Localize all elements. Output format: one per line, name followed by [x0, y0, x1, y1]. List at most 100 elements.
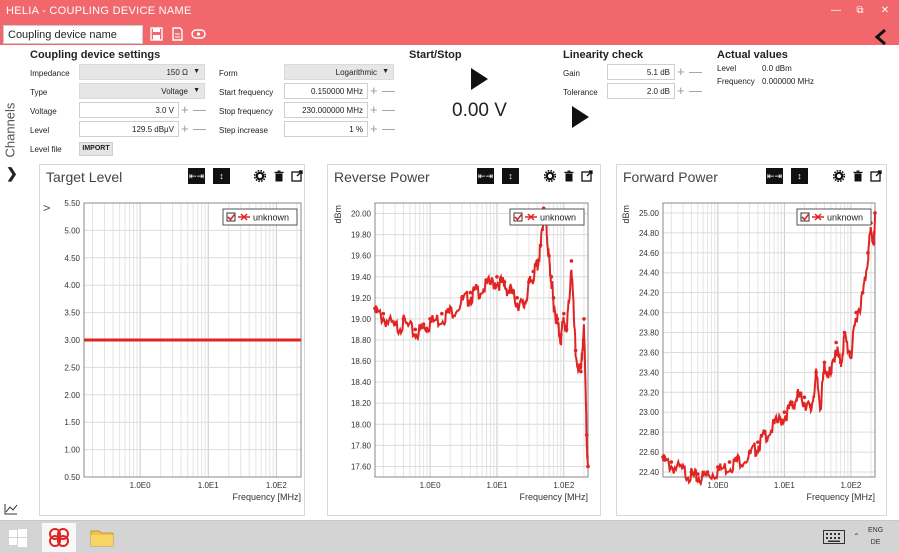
y-tick-label: 0.50: [64, 473, 80, 482]
touch-keyboard-icon[interactable]: [823, 530, 845, 544]
decrement-icon[interactable]: —: [193, 121, 206, 136]
chart-icon[interactable]: [4, 503, 18, 515]
form-select[interactable]: Logarithmic ▼: [284, 64, 394, 80]
gain-field[interactable]: 5.1 dB: [607, 64, 675, 80]
decrement-icon[interactable]: —: [689, 64, 702, 79]
data-point: [484, 280, 489, 284]
data-point: [586, 464, 590, 469]
data-point: [502, 280, 507, 284]
actual-level-label: Level: [717, 64, 737, 73]
export-icon[interactable]: [581, 170, 593, 182]
y-axis-title: V: [42, 205, 52, 211]
y-tick-label: 4.50: [64, 254, 80, 263]
start-stop-title: Start/Stop: [409, 49, 462, 61]
decrement-icon[interactable]: —: [382, 102, 395, 117]
windows-start-icon[interactable]: [8, 528, 28, 548]
data-point: [549, 274, 554, 279]
step-increase-field[interactable]: 1 %: [284, 121, 368, 137]
y-tick-label: 23.00: [639, 408, 660, 417]
linearity-play-button[interactable]: [572, 106, 589, 128]
fit-horizontal-icon[interactable]: ⇤⇥: [766, 168, 783, 184]
level-label: Level: [30, 126, 50, 135]
collapse-panel-icon[interactable]: [872, 28, 890, 46]
increment-icon[interactable]: +: [677, 83, 685, 98]
document-icon[interactable]: [171, 27, 184, 41]
start-stop-play-button[interactable]: [471, 68, 488, 90]
type-select[interactable]: Voltage ▼: [79, 83, 205, 99]
fit-horizontal-icon[interactable]: ⇤⇥: [477, 168, 494, 184]
data-point: [562, 311, 566, 316]
fit-vertical-icon[interactable]: ↕: [791, 168, 808, 184]
impedance-label: Impedance: [30, 69, 70, 78]
data-point: [531, 269, 536, 274]
data-point: [468, 290, 473, 295]
data-point: [695, 472, 700, 476]
save-icon[interactable]: [150, 27, 163, 41]
export-icon[interactable]: [291, 170, 303, 182]
data-point: [381, 311, 386, 316]
settings-gear-icon[interactable]: [254, 170, 266, 182]
voltage-label: Voltage: [30, 107, 57, 116]
language-indicator[interactable]: ENG DE: [868, 525, 883, 549]
chevron-up-icon[interactable]: ⌃: [853, 532, 860, 541]
decrement-icon[interactable]: —: [689, 83, 702, 98]
decrement-icon[interactable]: —: [193, 102, 206, 117]
increment-icon[interactable]: +: [181, 102, 189, 117]
legend-marker-icon: [814, 213, 822, 221]
close-icon[interactable]: ✕: [880, 5, 890, 16]
fit-horizontal-icon[interactable]: ⇤⇥: [188, 168, 205, 184]
level-field[interactable]: 129.5 dBµV: [79, 121, 179, 137]
taskbar: ⌃ ENG DE: [0, 520, 899, 553]
device-name-field[interactable]: Coupling device name: [3, 25, 143, 44]
export-icon[interactable]: [870, 170, 882, 182]
increment-icon[interactable]: +: [370, 83, 378, 98]
form-value: Logarithmic: [335, 68, 377, 77]
form-label: Form: [219, 69, 238, 78]
restore-icon[interactable]: ⧉: [856, 5, 864, 16]
tag-icon[interactable]: [191, 27, 206, 41]
y-tick-label: 19.00: [351, 315, 372, 324]
data-point: [747, 450, 752, 454]
fit-vertical-icon[interactable]: ↕: [213, 168, 230, 184]
data-point: [866, 251, 870, 255]
type-label: Type: [30, 88, 48, 97]
impedance-select[interactable]: 150 Ω ▼: [79, 64, 205, 80]
y-tick-label: 20.00: [351, 210, 372, 219]
data-point: [669, 460, 674, 464]
tolerance-field[interactable]: 2.0 dB: [607, 83, 675, 99]
expand-channels-icon[interactable]: ❯: [6, 165, 18, 181]
data-point: [873, 211, 877, 215]
import-button[interactable]: IMPORT: [79, 142, 113, 156]
helia-app-taskbar-button[interactable]: [42, 523, 76, 552]
decrement-icon[interactable]: —: [382, 83, 395, 98]
y-tick-label: 19.40: [351, 273, 372, 282]
data-point: [428, 317, 432, 321]
increment-icon[interactable]: +: [181, 121, 189, 136]
file-explorer-icon[interactable]: [90, 526, 114, 548]
trash-icon[interactable]: [273, 170, 285, 182]
actual-frequency-label: Frequency: [717, 77, 755, 86]
y-tick-label: 25.00: [639, 209, 660, 218]
data-point: [681, 465, 685, 469]
voltage-field[interactable]: 3.0 V: [79, 102, 179, 118]
trash-icon[interactable]: [852, 170, 864, 182]
data-point: [809, 405, 813, 410]
step-increase-label: Step increase: [219, 126, 268, 135]
stop-frequency-field[interactable]: 230.000000 MHz: [284, 102, 368, 118]
increment-icon[interactable]: +: [370, 102, 378, 117]
data-point: [569, 259, 574, 263]
data-point: [762, 430, 767, 434]
fit-vertical-icon[interactable]: ↕: [502, 168, 519, 184]
increment-icon[interactable]: +: [677, 64, 685, 79]
type-value: Voltage: [161, 87, 188, 96]
decrement-icon[interactable]: —: [382, 121, 395, 136]
window-title: HELIA - COUPLING DEVICE NAME: [6, 5, 192, 17]
settings-gear-icon[interactable]: [833, 170, 845, 182]
settings-gear-icon[interactable]: [544, 170, 556, 182]
start-frequency-field[interactable]: 0.150000 MHz: [284, 83, 368, 99]
trash-icon[interactable]: [563, 170, 575, 182]
increment-icon[interactable]: +: [370, 121, 378, 136]
series-line: [662, 212, 876, 487]
minimize-icon[interactable]: —: [831, 5, 841, 16]
data-point: [782, 410, 787, 415]
